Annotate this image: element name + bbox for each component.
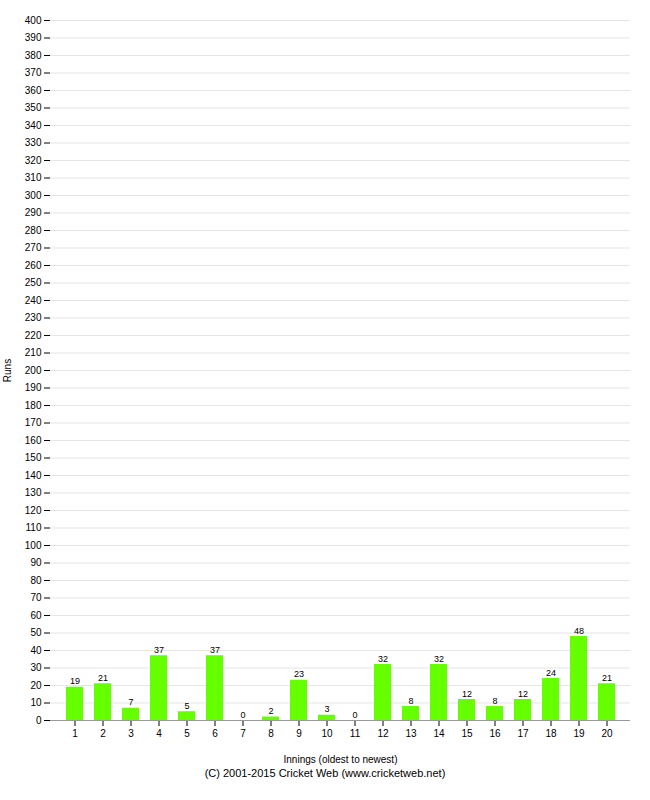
svg-text:19: 19 [573,728,585,739]
svg-text:13: 13 [405,728,417,739]
svg-text:30: 30 [30,662,42,673]
svg-text:32: 32 [378,654,388,664]
svg-text:11: 11 [350,728,361,739]
svg-text:240: 240 [25,295,42,306]
svg-text:230: 230 [25,312,42,323]
svg-text:20: 20 [601,728,613,739]
svg-text:4: 4 [156,728,162,739]
svg-text:140: 140 [25,470,42,481]
svg-text:50: 50 [30,627,42,638]
svg-text:160: 160 [25,435,42,446]
svg-text:150: 150 [25,452,42,463]
svg-text:280: 280 [25,225,42,236]
svg-text:270: 270 [25,242,42,253]
svg-text:37: 37 [210,645,220,655]
svg-text:8: 8 [408,696,413,706]
svg-text:12: 12 [377,728,389,739]
svg-text:1: 1 [72,728,78,739]
svg-text:7: 7 [128,697,133,707]
svg-text:260: 260 [25,260,42,271]
svg-text:23: 23 [294,669,304,679]
svg-text:170: 170 [25,417,42,428]
svg-text:5: 5 [184,701,189,711]
svg-text:390: 390 [25,32,42,43]
svg-text:8: 8 [492,696,497,706]
svg-text:100: 100 [25,540,42,551]
svg-text:0: 0 [36,715,42,726]
svg-text:220: 220 [25,330,42,341]
svg-text:350: 350 [25,102,42,113]
svg-text:40: 40 [30,645,42,656]
svg-text:80: 80 [30,575,42,586]
svg-text:310: 310 [25,172,42,183]
svg-text:14: 14 [433,728,445,739]
html-text:(C) 2001-2015 Cricket Web (www: (C) 2001-2015 Cricket Web (www.cricketwe… [204,767,446,779]
svg-text:Runs: Runs [2,359,13,382]
svg-text:15: 15 [461,728,473,739]
svg-text:300: 300 [25,190,42,201]
svg-text:12: 12 [462,689,472,699]
svg-text:340: 340 [25,120,42,131]
svg-text:21: 21 [98,673,108,683]
svg-text:180: 180 [25,400,42,411]
svg-text:3: 3 [128,728,134,739]
svg-text:48: 48 [574,626,584,636]
svg-text:200: 200 [25,365,42,376]
svg-text:110: 110 [26,522,42,533]
svg-text:10: 10 [321,728,333,739]
svg-text:3: 3 [324,704,329,714]
svg-text:380: 380 [25,50,42,61]
svg-text:2: 2 [100,728,106,739]
svg-text:10: 10 [30,697,42,708]
svg-text:16: 16 [489,728,501,739]
svg-text:8: 8 [268,728,274,739]
svg-text:90: 90 [30,557,42,568]
svg-text:60: 60 [30,610,42,621]
svg-text:7: 7 [240,728,246,739]
svg-text:17: 17 [517,728,529,739]
svg-text:290: 290 [25,207,42,218]
svg-text:5: 5 [184,728,190,739]
svg-text:370: 370 [25,67,42,78]
svg-text:9: 9 [296,728,302,739]
svg-text:37: 37 [154,645,164,655]
svg-text:360: 360 [25,85,42,96]
svg-text:130: 130 [25,487,42,498]
svg-text:Innings (oldest to newest): Innings (oldest to newest) [284,754,398,765]
svg-text:320: 320 [25,155,42,166]
svg-text:190: 190 [25,382,42,393]
svg-text:32: 32 [434,654,444,664]
svg-text:400: 400 [25,15,42,26]
svg-text:12: 12 [518,689,528,699]
svg-text:24: 24 [546,668,556,678]
svg-text:21: 21 [602,673,612,683]
svg-text:250: 250 [25,277,42,288]
svg-text:210: 210 [25,347,42,358]
svg-text:20: 20 [30,680,42,691]
svg-text:330: 330 [25,137,42,148]
svg-text:70: 70 [30,592,42,603]
svg-text:2: 2 [268,706,273,716]
svg-text:6: 6 [212,728,218,739]
svg-text:0: 0 [352,710,357,720]
svg-text:18: 18 [545,728,557,739]
svg-text:19: 19 [70,676,80,686]
svg-text:120: 120 [25,505,42,516]
svg-text:0: 0 [240,710,245,720]
